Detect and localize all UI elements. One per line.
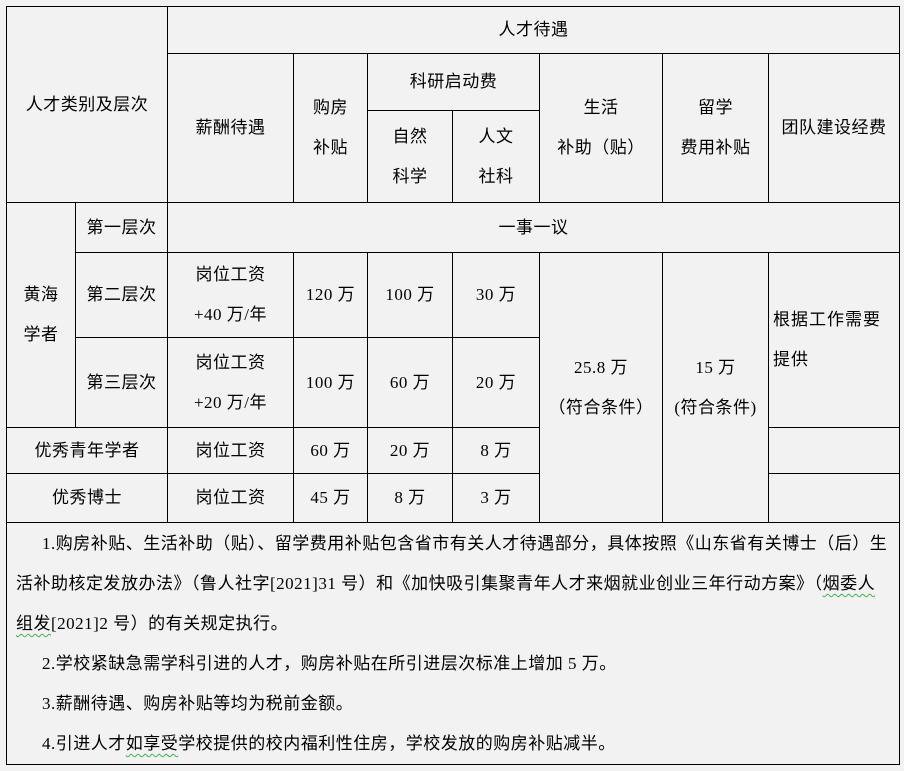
cell-huanghai-scholar: 黄海 学者: [6, 202, 76, 428]
row-notes: 1.购房补贴、生活补助（贴）、留学费用补贴包含省市有关人才待遇部分，具体按照《山…: [5, 522, 901, 765]
wavy-underlined-text: 如享受: [125, 734, 179, 753]
cell-level3-humanities: 20 万: [452, 337, 540, 428]
header-abroad-subsidy: 留学 费用补贴: [662, 53, 769, 203]
cell-level3-housing: 100 万: [293, 337, 368, 428]
cell-young-humanities: 8 万: [452, 427, 540, 474]
header-team-funds: 团队建设经费: [767, 53, 901, 203]
cell-level3-salary: 岗位工资 +20 万/年: [167, 337, 294, 428]
note-text: 4.引进人才: [42, 734, 126, 753]
notes-cell: 1.购房补贴、生活补助（贴）、留学费用补贴包含省市有关人才待遇部分，具体按照《山…: [5, 522, 901, 765]
note-4: 4.引进人才如享受学校提供的校内福利性住房，学校发放的购房补贴减半。: [16, 724, 891, 764]
row-level3: 第三层次 岗位工资 +20 万/年 100 万 60 万 20 万: [7, 337, 900, 428]
cell-team-value: 根据工作需要 提供: [767, 252, 901, 428]
cell-young-salary: 岗位工资: [167, 427, 294, 474]
row-young-scholar: 优秀青年学者 岗位工资 60 万 20 万 8 万: [6, 427, 901, 474]
note-text: 2.学校紧缺急需学科引进的人才，购房补贴在所引进层次标准上增加 5 万。: [42, 654, 617, 673]
header-research-startup: 科研启动费: [367, 53, 540, 111]
cell-abroad-value: 15 万 (符合条件): [662, 252, 769, 523]
cell-level2-label: 第二层次: [75, 252, 168, 338]
row-level2: 第二层次 岗位工资 +40 万/年 120 万 100 万 30 万 25.8 …: [7, 252, 901, 523]
cell-doctor-humanities: 3 万: [452, 473, 540, 523]
header-row-1: 人才类别及层次 人才待遇: [6, 6, 901, 203]
header-treatment: 人才待遇: [166, 6, 901, 54]
header-row-3: 自然 科学 人文 社科: [7, 110, 900, 203]
cell-level2-housing: 120 万: [293, 252, 368, 338]
cell-young-natural: 20 万: [367, 427, 453, 474]
note-text: 学校提供的校内福利性住房，学校发放的购房补贴减半。: [178, 734, 616, 753]
cell-doctor-salary: 岗位工资: [167, 473, 294, 523]
cell-doctor-label: 优秀博士: [6, 473, 168, 523]
cell-living-value: 25.8 万 （符合条件）: [539, 252, 663, 523]
row-doctor: 优秀博士 岗位工资 45 万 8 万 3 万: [6, 473, 901, 523]
note-3: 3.薪酬待遇、购房补贴等均为税前金额。: [16, 684, 891, 724]
cell-doctor-team-empty: [767, 473, 901, 523]
header-humanities-social: 人文 社科: [452, 110, 540, 203]
note-1: 1.购房补贴、生活补助（贴）、留学费用补贴包含省市有关人才待遇部分，具体按照《山…: [16, 524, 891, 644]
cell-doctor-natural: 8 万: [367, 473, 453, 523]
cell-level1-label: 第一层次: [75, 202, 168, 253]
cell-level3-label: 第三层次: [75, 337, 168, 428]
cell-level1-case-by-case: 一事一议: [166, 202, 901, 253]
note-text: 1.购房补贴、生活补助（贴）、留学费用补贴包含省市有关人才待遇部分，具体按照《山…: [16, 534, 888, 593]
wavy-underlined-text: 烟委人组发: [16, 574, 876, 633]
header-natural-science: 自然 科学: [367, 110, 453, 203]
benefits-table: 人才类别及层次 人才待遇 薪酬待遇 购房 补贴 科研启动费 生活 补助（贴） 留…: [5, 6, 901, 765]
cell-young-team-empty: [767, 427, 901, 474]
cell-level2-natural: 100 万: [367, 252, 453, 338]
header-salary: 薪酬待遇: [167, 53, 294, 203]
cell-level2-salary: 岗位工资 +40 万/年: [167, 252, 294, 338]
cell-level3-natural: 60 万: [367, 337, 453, 428]
header-living-subsidy: 生活 补助（贴）: [539, 53, 663, 203]
row-level1: 黄海 学者 第一层次 一事一议: [6, 202, 901, 428]
header-talent-category: 人才类别及层次: [6, 6, 168, 203]
header-housing-subsidy: 购房 补贴: [293, 53, 368, 203]
header-row-2: 薪酬待遇 购房 补贴 科研启动费 生活 补助（贴） 留学 费用补贴 团队建设经费: [7, 53, 901, 203]
cell-doctor-housing: 45 万: [293, 473, 368, 523]
cell-young-scholar-label: 优秀青年学者: [6, 427, 168, 474]
cell-young-housing: 60 万: [293, 427, 368, 474]
note-2: 2.学校紧缺急需学科引进的人才，购房补贴在所引进层次标准上增加 5 万。: [16, 644, 891, 684]
cell-level2-humanities: 30 万: [452, 252, 540, 338]
note-text: 3.薪酬待遇、购房补贴等均为税前金额。: [42, 694, 354, 713]
note-text: [2021]2 号）的有关规定执行。: [51, 614, 289, 633]
